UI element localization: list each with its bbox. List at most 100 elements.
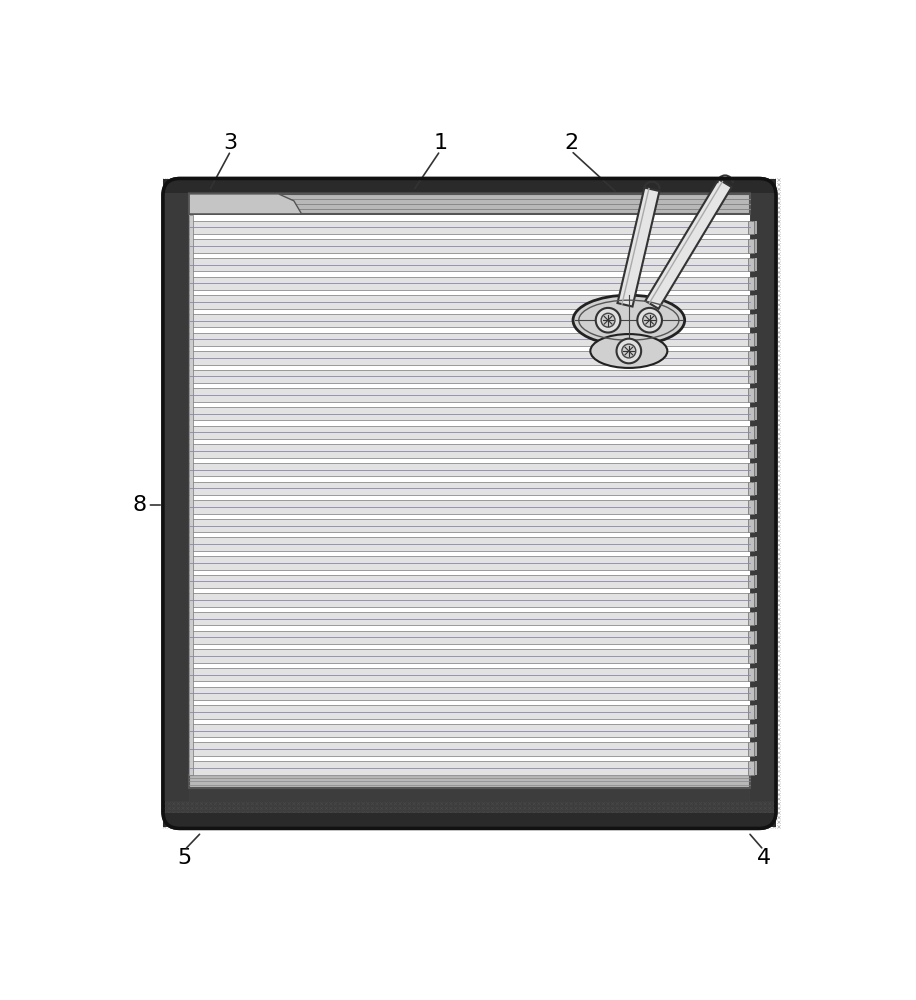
Bar (748, 519, 755, 532)
Ellipse shape (590, 334, 668, 368)
Bar (748, 593, 755, 607)
Bar (748, 370, 755, 383)
Bar (755, 519, 757, 532)
Bar (748, 370, 749, 383)
Bar (748, 463, 755, 476)
Bar (190, 407, 749, 420)
Bar (190, 551, 749, 556)
Bar (753, 519, 755, 532)
Circle shape (616, 339, 641, 363)
Bar (190, 295, 749, 309)
Bar (750, 221, 752, 234)
Bar (748, 258, 755, 271)
Bar (755, 407, 757, 420)
Bar (748, 277, 755, 290)
Bar (190, 290, 749, 295)
Bar (750, 388, 752, 402)
Bar (750, 370, 752, 383)
Bar (753, 444, 755, 458)
Bar (190, 570, 749, 575)
Bar (750, 761, 752, 774)
Bar (753, 556, 755, 570)
Bar (755, 333, 757, 346)
Bar (748, 593, 749, 607)
Bar (190, 519, 749, 532)
Bar (748, 351, 755, 365)
Bar (190, 476, 749, 482)
Bar (190, 370, 749, 383)
Bar (190, 593, 749, 607)
Bar (190, 705, 749, 719)
Bar (748, 295, 755, 309)
Bar (163, 193, 190, 801)
Bar (190, 761, 749, 774)
Bar (753, 463, 755, 476)
Bar (748, 556, 749, 570)
Text: 2: 2 (564, 133, 578, 153)
Text: 4: 4 (757, 848, 770, 868)
Bar (753, 705, 755, 719)
Bar (753, 575, 755, 588)
Bar (190, 426, 749, 439)
Bar (748, 388, 755, 402)
Bar (190, 737, 749, 742)
Bar (748, 687, 749, 700)
Bar (190, 277, 749, 290)
Bar (748, 239, 749, 253)
Bar (748, 537, 755, 551)
Bar (755, 277, 757, 290)
Bar (190, 607, 749, 612)
Bar (753, 221, 755, 234)
Bar (750, 575, 752, 588)
Bar (748, 482, 749, 495)
Bar (190, 365, 749, 370)
Bar (753, 649, 755, 663)
Bar (190, 239, 749, 253)
Bar (748, 388, 749, 402)
Bar (753, 761, 755, 774)
Bar (748, 649, 749, 663)
Bar (755, 463, 757, 476)
Bar (753, 370, 755, 383)
Bar (190, 514, 749, 519)
Bar (190, 215, 193, 774)
Bar (750, 593, 752, 607)
Bar (748, 239, 755, 253)
Bar (755, 258, 757, 271)
Bar (748, 649, 755, 663)
Bar (190, 420, 749, 426)
Bar (190, 309, 749, 314)
Bar (750, 649, 752, 663)
Bar (190, 402, 749, 407)
Bar (755, 351, 757, 365)
Bar (753, 631, 755, 644)
Bar (190, 346, 749, 351)
Bar (748, 277, 749, 290)
Bar (753, 687, 755, 700)
Bar (190, 383, 749, 388)
Bar (190, 537, 749, 551)
Bar (190, 668, 749, 681)
Bar (750, 556, 752, 570)
Bar (753, 612, 755, 625)
Polygon shape (190, 194, 301, 214)
Bar (748, 314, 755, 327)
Text: 5: 5 (178, 848, 191, 868)
Bar (190, 253, 749, 258)
Bar (750, 537, 752, 551)
Bar (190, 234, 749, 239)
Bar (190, 724, 749, 737)
Bar (753, 500, 755, 514)
Text: 3: 3 (224, 133, 238, 153)
Bar (753, 388, 755, 402)
Bar (753, 537, 755, 551)
Bar (748, 444, 749, 458)
Bar (748, 295, 749, 309)
Bar (748, 761, 755, 774)
Bar (748, 631, 755, 644)
Bar (748, 724, 755, 737)
Bar (750, 407, 752, 420)
FancyBboxPatch shape (163, 179, 776, 828)
Bar (748, 519, 749, 532)
Bar (748, 500, 749, 514)
